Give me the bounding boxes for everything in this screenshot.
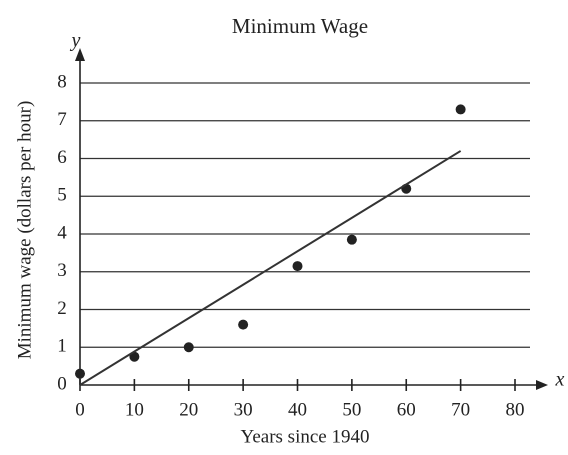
x-tick-label: 20 bbox=[179, 399, 198, 420]
x-axis-arrow bbox=[536, 380, 548, 390]
chart-title: Minimum Wage bbox=[232, 14, 368, 38]
x-axis-label: Years since 1940 bbox=[241, 426, 370, 447]
y-tick-label: 5 bbox=[57, 185, 67, 206]
fit-line bbox=[79, 150, 462, 386]
point bbox=[75, 368, 85, 379]
point bbox=[346, 234, 357, 245]
x-tick-label: 60 bbox=[397, 399, 416, 420]
y-tick-label: 8 bbox=[57, 71, 67, 92]
y-tick-label: 6 bbox=[57, 147, 67, 168]
y-axis-arrow bbox=[75, 48, 85, 61]
y-tick-label: 3 bbox=[57, 260, 67, 281]
y-axis-label: Minimum wage (dollars per hour) bbox=[14, 101, 35, 360]
y-tick-label: 7 bbox=[57, 109, 67, 130]
point bbox=[292, 261, 303, 272]
x-tick-label: 10 bbox=[125, 399, 144, 420]
x-tick-label: 30 bbox=[234, 399, 253, 420]
y-tick-label: 4 bbox=[57, 222, 67, 243]
point bbox=[455, 104, 466, 115]
x-tick-label: 70 bbox=[451, 399, 470, 420]
y-tick-label: 0 bbox=[57, 373, 67, 394]
point bbox=[183, 342, 194, 353]
x-tick-label: 0 bbox=[75, 399, 85, 420]
y-tick-label: 2 bbox=[57, 298, 67, 319]
y-tick-label: 1 bbox=[57, 336, 67, 357]
x-tick-label: 80 bbox=[506, 399, 525, 420]
x-tick-label: 50 bbox=[342, 399, 361, 420]
x-tick-label: 40 bbox=[288, 399, 307, 420]
y-axis-symbol: y bbox=[70, 30, 81, 52]
point bbox=[238, 319, 249, 330]
x-axis-symbol: x bbox=[555, 369, 565, 391]
